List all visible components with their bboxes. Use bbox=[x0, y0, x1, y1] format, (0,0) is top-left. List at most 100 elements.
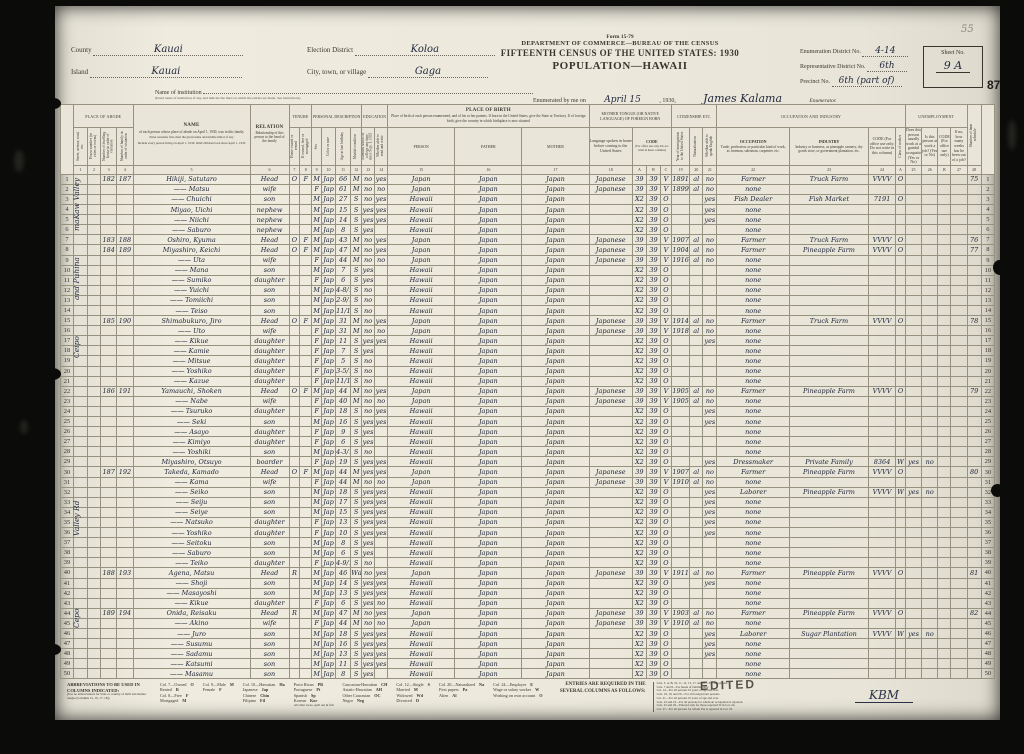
cell bbox=[966, 325, 982, 337]
cell: 39 bbox=[631, 315, 647, 327]
cell bbox=[966, 476, 982, 488]
cell: 1916 bbox=[670, 254, 691, 266]
cell bbox=[788, 547, 870, 559]
cell bbox=[588, 496, 633, 508]
cell bbox=[921, 183, 939, 195]
cell bbox=[116, 415, 134, 428]
cell: V bbox=[660, 567, 672, 579]
cell: Hawaii bbox=[387, 597, 456, 609]
cell: 75 bbox=[966, 173, 982, 185]
cell bbox=[374, 264, 389, 276]
cell: M bbox=[350, 476, 363, 488]
cell: O bbox=[660, 648, 672, 660]
cell: yes bbox=[374, 627, 389, 640]
cell: F bbox=[311, 426, 322, 438]
cell bbox=[100, 274, 118, 286]
cell: —— Tsuruko bbox=[132, 405, 251, 418]
cell bbox=[116, 446, 134, 458]
cell: al bbox=[689, 567, 704, 579]
abbreviation-term: Widowed bbox=[396, 692, 413, 698]
cell bbox=[116, 204, 134, 216]
cell bbox=[868, 446, 897, 458]
cell bbox=[72, 415, 89, 428]
cell: Pineapple Farm bbox=[788, 486, 870, 498]
cell bbox=[588, 355, 633, 367]
cell: X2 bbox=[631, 345, 647, 357]
cell: M bbox=[350, 173, 363, 185]
cell bbox=[100, 577, 118, 589]
cell bbox=[87, 204, 102, 216]
abbreviation-line: Col. 24—Employer E bbox=[493, 682, 542, 687]
cell bbox=[100, 294, 118, 306]
cell bbox=[937, 365, 952, 377]
cell: Japan bbox=[454, 658, 523, 670]
cell bbox=[788, 446, 870, 458]
cell bbox=[904, 294, 923, 306]
cell: yes bbox=[904, 456, 923, 468]
cell bbox=[87, 557, 102, 569]
cell bbox=[299, 537, 313, 549]
cell: S bbox=[350, 426, 363, 438]
cell: Japanese bbox=[588, 325, 633, 337]
cell bbox=[966, 486, 982, 498]
cell: Jap bbox=[320, 658, 337, 670]
cell bbox=[670, 355, 691, 367]
column-family-number: Number of family in order of visitation bbox=[116, 127, 134, 166]
abbreviation-term: Col. 7—Owned bbox=[160, 682, 187, 687]
cell bbox=[702, 658, 718, 670]
cell: Jap bbox=[320, 405, 337, 418]
cell bbox=[966, 496, 982, 508]
cell bbox=[689, 405, 704, 418]
cell bbox=[937, 173, 952, 185]
cell: Japan bbox=[521, 597, 590, 609]
cell: M bbox=[311, 385, 322, 397]
cell: none bbox=[716, 294, 790, 306]
cell: X2 bbox=[631, 577, 647, 589]
cell bbox=[689, 375, 704, 387]
cell bbox=[921, 375, 939, 387]
cell: Head bbox=[249, 385, 290, 397]
cell: O bbox=[660, 214, 672, 226]
cell: daughter bbox=[249, 375, 290, 387]
cell: Hawaii bbox=[387, 527, 456, 539]
cell: —— Kikue bbox=[132, 335, 251, 347]
cell: 4-3/12 bbox=[335, 446, 352, 458]
cell: son bbox=[249, 537, 290, 549]
abbreviation-code: M bbox=[182, 697, 187, 703]
cell: M bbox=[311, 638, 322, 650]
abbreviation-group-note: All other races, spell out in full bbox=[293, 703, 334, 707]
cell: V bbox=[660, 395, 672, 407]
cell bbox=[966, 638, 982, 650]
cell: yes bbox=[361, 648, 376, 660]
cell: 39 bbox=[645, 304, 662, 317]
cell bbox=[788, 304, 870, 317]
cell bbox=[950, 658, 968, 670]
cell bbox=[116, 325, 134, 337]
cell bbox=[588, 506, 633, 518]
cell: —— Masamu bbox=[132, 668, 251, 680]
cell bbox=[116, 345, 134, 357]
cell: X2 bbox=[631, 627, 647, 640]
cell: F bbox=[311, 345, 322, 357]
cell: 39 bbox=[645, 567, 662, 579]
cell: Jap bbox=[320, 557, 337, 569]
cell: al bbox=[689, 466, 704, 478]
cell: —— Teiso bbox=[132, 304, 251, 317]
cell: Miyashiro, Keichi bbox=[132, 244, 251, 256]
cell: Head bbox=[249, 567, 290, 579]
cell bbox=[87, 304, 102, 317]
cell: O bbox=[660, 204, 672, 216]
cell bbox=[895, 183, 906, 195]
cell: Jap bbox=[320, 214, 337, 226]
cell: 9 bbox=[980, 254, 996, 266]
abbreviation-line: Mortgaged M bbox=[160, 698, 194, 703]
cell bbox=[288, 405, 301, 418]
abbreviation-code: Kor bbox=[310, 697, 318, 703]
cell: M bbox=[311, 214, 322, 226]
cell bbox=[937, 617, 952, 629]
cell bbox=[788, 597, 870, 609]
cell bbox=[937, 264, 952, 276]
cell: X2 bbox=[631, 648, 647, 660]
cell bbox=[100, 476, 118, 488]
cell: 46 bbox=[335, 567, 352, 579]
